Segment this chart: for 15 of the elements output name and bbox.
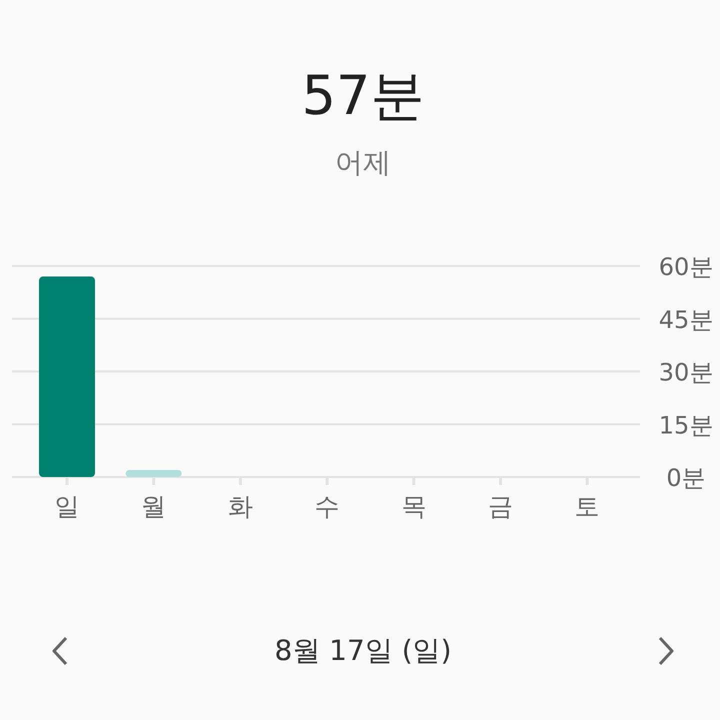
x-tick-label: 화 <box>228 492 253 521</box>
x-tick-label: 일 <box>54 492 80 521</box>
x-tick-label: 수 <box>314 492 340 521</box>
x-tick-label: 토 <box>574 492 600 521</box>
y-tick-label: 45분 <box>658 306 714 334</box>
x-tick-label: 월 <box>141 492 166 521</box>
y-tick-label: 30분 <box>658 358 714 386</box>
x-tick-label: 목 <box>401 492 426 521</box>
y-tick-label: 15분 <box>658 411 714 440</box>
x-tick-label: 금 <box>488 492 513 521</box>
y-tick-label: 0분 <box>666 464 706 492</box>
text: 8월 17일 (일) <box>274 634 452 667</box>
y-tick-label: 60분 <box>658 253 714 281</box>
chart-subtitle: 어제 <box>335 146 391 179</box>
chart-title: 57분 <box>302 64 424 127</box>
